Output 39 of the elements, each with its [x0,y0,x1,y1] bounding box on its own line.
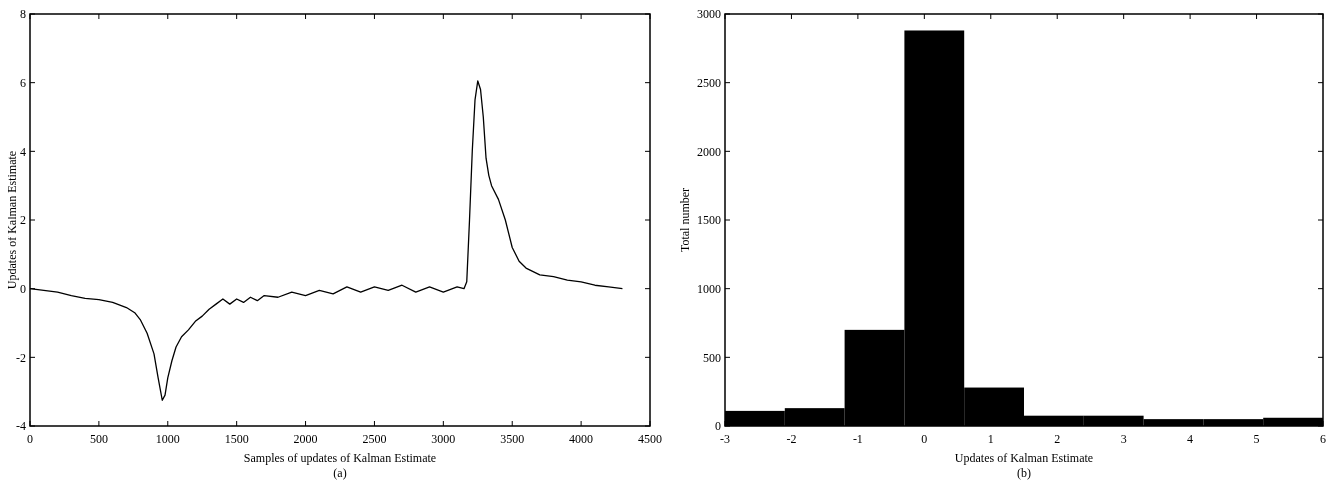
x-tick-label: -1 [852,432,863,446]
y-tick-label: 0 [715,419,721,434]
x-tick-label: 2500 [362,432,387,446]
y-tick-label: 2500 [697,75,721,90]
x-tick-label: 1000 [155,432,180,446]
text: (b) [1017,466,1031,480]
y-tick-label: 6 [20,75,26,90]
y-tick-label: -4 [16,419,26,434]
y-tick-label: 4 [20,144,26,159]
y-axis-title: Total number [678,187,692,253]
y-tick-label: 2000 [697,144,721,159]
x-tick-label: 3 [1120,432,1127,446]
y-tick-label: 2 [20,213,26,228]
x-tick-label: 4 [1187,432,1194,446]
x-tick-label: 4000 [569,432,594,446]
x-tick-label: 3500 [500,432,525,446]
x-tick-label: 2000 [293,432,318,446]
x-tick-label: 5 [1253,432,1260,446]
x-tick-label: 2 [1054,432,1061,446]
x-axis-title: Samples of updates of Kalman Estimate [243,451,437,465]
x-tick-label: 1500 [224,432,249,446]
x-tick-label: 500 [89,432,108,446]
x-tick-label: 1 [987,432,994,446]
x-tick-label: -3 [720,432,730,446]
x-tick-label: 6 [1320,432,1326,446]
x-axis-title: Updates of Kalman Estimate [954,451,1094,465]
y-tick-label: 8 [20,7,26,22]
x-tick-label: -2 [786,432,797,446]
y-tick-label: -2 [16,350,26,365]
x-tick-label: 3000 [431,432,456,446]
x-tick-label: 4500 [638,432,662,446]
y-tick-label: 1000 [697,281,721,296]
x-tick-label: 0 [921,432,928,446]
y-tick-label: 1500 [697,213,721,228]
y-tick-label: 500 [703,350,721,365]
y-tick-label: 0 [20,281,26,296]
text: (a) [333,466,347,480]
y-axis-title: Updates of Kalman Estimate [5,150,19,290]
y-tick-label: 3000 [697,7,721,22]
